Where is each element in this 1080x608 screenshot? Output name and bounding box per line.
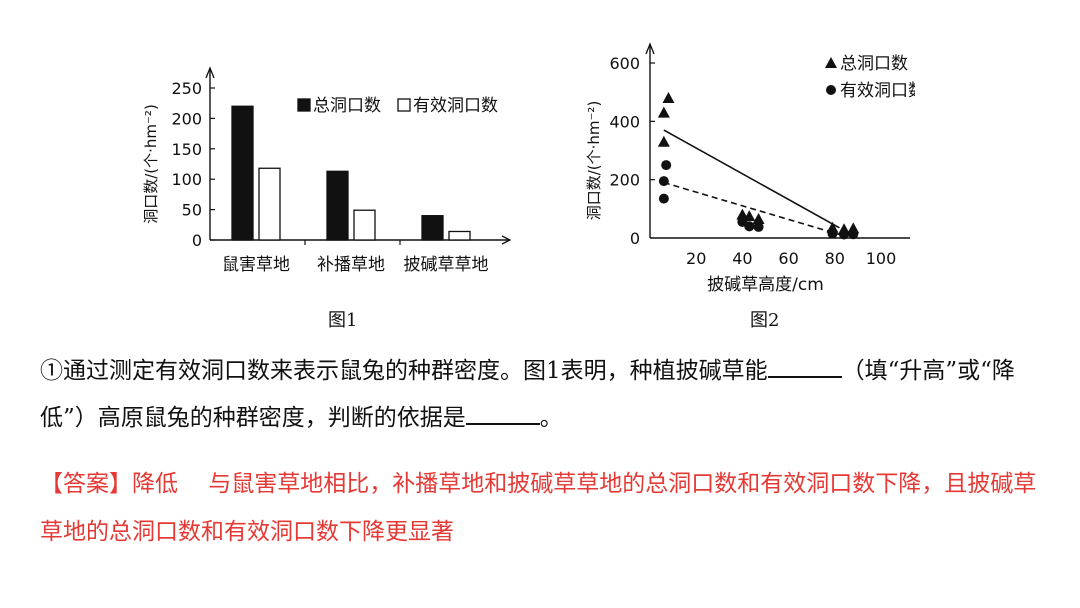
category-label: 补播草地: [317, 255, 385, 275]
answer-label: 【答案】: [40, 471, 132, 497]
legend-marker: [826, 85, 836, 95]
point-total: [657, 135, 670, 147]
legend-label: 有效洞口数: [840, 81, 915, 101]
y-axis-label: 洞口数/(个·hm⁻²): [585, 101, 603, 221]
answer-body: 降低 与鼠害草地相比，补播草地和披碱草草地的总洞口数和有效洞口数下降，且披碱草草…: [40, 471, 1037, 545]
point-effective: [839, 229, 850, 240]
point-total: [752, 213, 765, 225]
legend-marker: [825, 57, 837, 68]
question-part2: （填“升高”或“降低”）高原鼠兔的种群密度，判断的依据是: [40, 358, 1015, 431]
category-label: 披碱草草地: [404, 255, 489, 275]
point-total: [736, 208, 749, 220]
question-part1: ①通过测定有效洞口数来表示鼠兔的种群密度。图1表明，种植披碱草能: [40, 358, 768, 384]
y-axis-label: 洞口数/(个·hm⁻²): [142, 104, 160, 224]
point-effective: [661, 160, 672, 171]
y-tick-label: 400: [609, 112, 640, 131]
fig1-caption: 图1: [328, 310, 358, 331]
bar-total: [231, 105, 254, 241]
x-axis-label: 披碱草高度/cm: [707, 275, 824, 295]
point-total: [657, 106, 670, 118]
legend-label: 总洞口数: [313, 96, 381, 116]
y-tick-label: 200: [609, 171, 640, 190]
y-tick-label: 600: [609, 54, 640, 73]
x-axis-arrow: [501, 235, 512, 245]
y-tick-label: 250: [171, 79, 202, 98]
y-axis-arrow: [205, 66, 215, 79]
bar-total: [326, 170, 349, 241]
y-tick-label: 0: [630, 229, 640, 248]
x-tick-label: 80: [825, 249, 845, 268]
trend-line-total: [663, 129, 840, 229]
x-tick-label: 60: [778, 249, 798, 268]
bar-chart-fig1: 0 50 100 150 200 250 洞口数/(个·hm⁻²) 鼠害草地 补播草地 披碱草草地…: [142, 66, 512, 275]
point-effective: [848, 229, 859, 240]
bar-effective: [353, 209, 376, 241]
fig2-caption: 图2: [750, 310, 780, 331]
answer-text: 【答案】降低 与鼠害草地相比，补播草地和披碱草草地的总洞口数和有效洞口数下降，且…: [40, 460, 1050, 556]
x-tick-label: 20: [686, 249, 706, 268]
y-tick-label: 200: [171, 109, 202, 128]
legend-swatch: [397, 98, 411, 112]
y-tick-label: 100: [171, 170, 202, 189]
bar-effective: [448, 230, 471, 241]
scatter-chart-fig2: 0 200 400 600 20 40 60 80 100 披碱草高度/cm 洞口数/(个·hm⁻²…: [585, 42, 915, 295]
answer-blank-2[interactable]: [465, 403, 540, 425]
bar-effective: [258, 167, 281, 241]
point-effective: [658, 176, 669, 187]
question-text: ①通过测定有效洞口数来表示鼠兔的种群密度。图1表明，种植披碱草能 （填“升高”或“…: [40, 348, 1050, 442]
point-total: [662, 92, 675, 103]
bar-total: [421, 215, 444, 241]
legend-label: 总洞口数: [840, 54, 908, 74]
legend-label: 有效洞口数: [413, 96, 498, 116]
point-effective: [753, 221, 764, 232]
y-axis-arrow: [645, 42, 655, 55]
answer-blank-1[interactable]: [767, 356, 842, 378]
y-tick-label: 150: [171, 140, 202, 159]
question-part3: 。: [539, 405, 563, 431]
point-effective: [827, 228, 838, 239]
point-effective: [658, 193, 669, 204]
point-effective: [744, 221, 755, 232]
x-tick-label: 40: [732, 249, 752, 268]
trend-line-effective: [663, 181, 840, 236]
y-tick-label: 0: [192, 231, 202, 250]
x-tick-label: 100: [866, 249, 897, 268]
legend-swatch: [297, 98, 311, 112]
y-tick-label: 50: [182, 201, 202, 220]
category-label: 鼠害草地: [222, 255, 290, 275]
point-total: [743, 210, 756, 222]
